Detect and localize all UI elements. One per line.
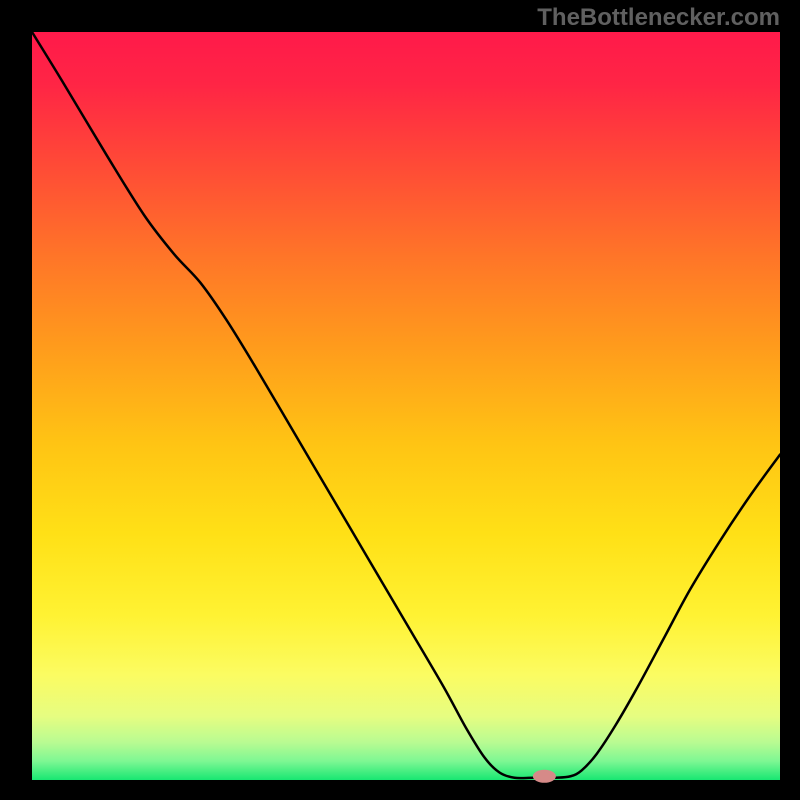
optimal-point-marker [533,770,555,782]
bottleneck-chart [0,0,800,800]
watermark-text: TheBottlenecker.com [537,4,780,32]
plot-background [32,32,780,780]
chart-container: TheBottlenecker.com [0,0,800,800]
